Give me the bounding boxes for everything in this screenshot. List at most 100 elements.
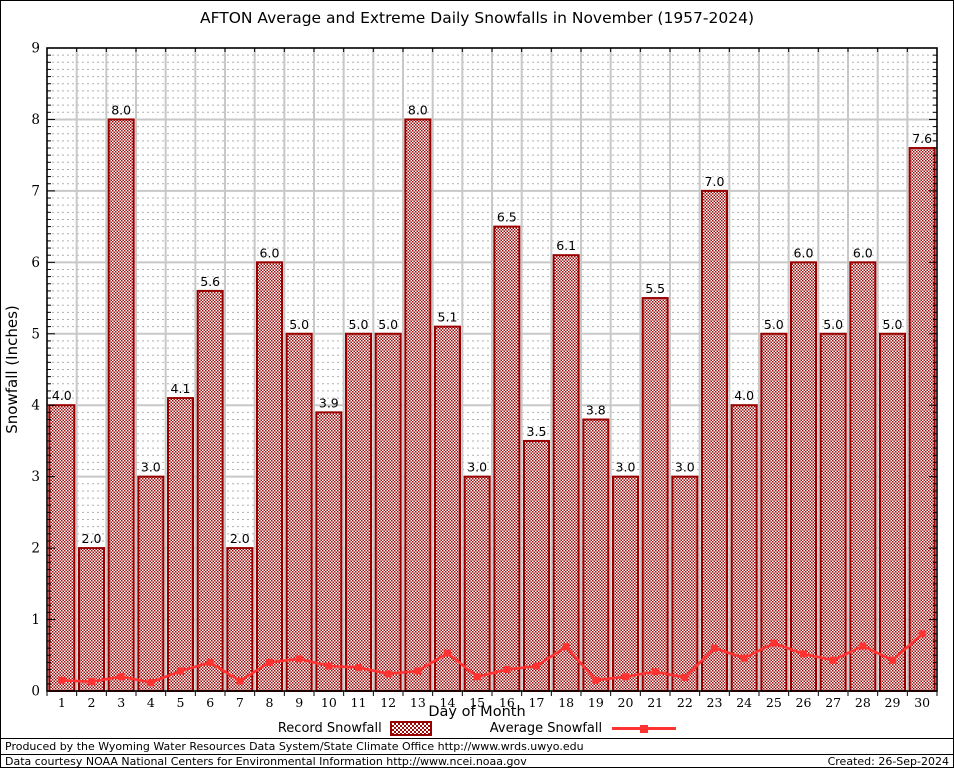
bar-label-day-21: 5.5 (645, 281, 665, 296)
bar-day-25 (760, 332, 788, 692)
bar-day-18 (552, 254, 580, 692)
bar-label-day-29: 5.0 (883, 317, 903, 332)
svg-text:10: 10 (321, 695, 337, 710)
bar-label-day-5: 4.1 (171, 381, 191, 396)
svg-text:1: 1 (31, 612, 40, 628)
bar-label-day-16: 6.5 (497, 210, 517, 225)
bar-day-16 (493, 225, 521, 692)
svg-text:21: 21 (647, 695, 663, 710)
bar-day-27 (819, 332, 847, 692)
svg-text:26: 26 (796, 695, 812, 710)
bar-label-day-10: 3.9 (319, 395, 339, 410)
svg-text:6: 6 (206, 695, 214, 710)
svg-text:9: 9 (31, 41, 40, 57)
legend: Record Snowfall Average Snowfall (1, 721, 953, 736)
bar-day-22 (671, 475, 699, 692)
bar-value-labels: 4.0 2.0 8.0 3.0 4.1 5.6 2.0 6.0 5.0 3.9 5.0 5.0 8.0 5… (52, 102, 932, 546)
svg-text:8: 8 (266, 695, 274, 710)
average-snowfall-line (61, 632, 924, 684)
average-line-marker-icon (612, 724, 677, 733)
bar-label-day-12: 5.0 (378, 317, 398, 332)
bar-day-21 (641, 297, 669, 692)
bar-day-13 (404, 118, 432, 692)
bar-day-19 (582, 418, 610, 692)
svg-text:4: 4 (147, 695, 155, 710)
bar-day-9 (285, 332, 313, 692)
bar-label-day-19: 3.8 (586, 403, 606, 418)
legend-average-label: Average Snowfall (489, 721, 603, 736)
y-tick-labels: 0 1 2 3 4 5 6 7 8 9 (31, 41, 40, 700)
record-snowfall-bars (48, 118, 936, 693)
footer-produced-by: Produced by the Wyoming Water Resources … (1, 739, 953, 755)
major-gridlines (47, 48, 937, 691)
bar-day-30 (908, 147, 936, 692)
bar-day-3 (107, 118, 135, 692)
bar-label-day-14: 5.1 (438, 310, 458, 325)
svg-text:27: 27 (825, 695, 841, 710)
bar-day-29 (879, 332, 906, 692)
x-axis-title: Day of Month (428, 704, 526, 720)
svg-text:12: 12 (380, 695, 396, 710)
footer-created-date: Created: 26-Sep-2024 (827, 755, 949, 768)
svg-text:15: 15 (469, 695, 485, 710)
bar-day-15 (463, 475, 491, 692)
svg-text:23: 23 (707, 695, 723, 710)
bar-label-day-1: 4.0 (52, 388, 72, 403)
bar-day-2 (78, 547, 105, 692)
svg-text:6: 6 (31, 255, 40, 271)
svg-text:19: 19 (588, 695, 604, 710)
svg-text:2: 2 (88, 695, 96, 710)
svg-text:16: 16 (499, 695, 515, 710)
bar-label-day-2: 2.0 (82, 531, 102, 546)
bar-label-day-22: 3.0 (675, 460, 695, 475)
bar-label-day-23: 7.0 (705, 174, 725, 189)
svg-text:4: 4 (31, 398, 40, 414)
bar-day-14 (434, 325, 461, 692)
bar-label-day-24: 4.0 (734, 388, 754, 403)
chart-title: AFTON Average and Extreme Daily Snowfall… (199, 9, 754, 27)
svg-text:30: 30 (914, 695, 930, 710)
svg-text:24: 24 (736, 695, 752, 710)
bar-day-5 (167, 397, 194, 692)
svg-text:7: 7 (236, 695, 244, 710)
bar-label-day-3: 8.0 (111, 102, 131, 117)
bar-label-day-27: 5.0 (823, 317, 843, 332)
bar-label-day-17: 3.5 (527, 424, 547, 439)
svg-text:28: 28 (855, 695, 871, 710)
average-snowfall-markers (58, 630, 926, 686)
footer: Produced by the Wyoming Water Resources … (1, 738, 953, 768)
svg-text:3: 3 (31, 469, 40, 485)
svg-text:18: 18 (558, 695, 574, 710)
bar-day-11 (345, 332, 372, 692)
svg-text:5: 5 (177, 695, 185, 710)
svg-text:25: 25 (766, 695, 782, 710)
bar-label-day-20: 3.0 (616, 460, 636, 475)
svg-text:14: 14 (440, 695, 456, 710)
bar-day-10 (315, 411, 343, 692)
bar-label-day-28: 6.0 (853, 245, 873, 260)
legend-record-label: Record Snowfall (277, 721, 382, 736)
bar-day-8 (256, 261, 283, 692)
bar-day-7 (226, 547, 254, 692)
record-snowfall-swatch-icon (389, 721, 432, 736)
bar-day-24 (730, 404, 758, 692)
bar-label-day-8: 6.0 (260, 245, 280, 260)
bar-day-17 (523, 439, 550, 693)
bar-label-day-4: 3.0 (141, 460, 161, 475)
svg-text:8: 8 (31, 112, 40, 128)
bar-day-28 (849, 261, 877, 692)
chart-canvas: 4.0 2.0 8.0 3.0 4.1 5.6 2.0 6.0 5.0 3.9 5.0 5.0 8.0 5… (3, 41, 938, 710)
svg-text:11: 11 (351, 695, 367, 710)
footer-data-courtesy: Data courtesy NOAA National Centers for … (5, 755, 527, 768)
bar-day-6 (196, 289, 224, 692)
svg-text:17: 17 (529, 695, 545, 710)
y-axis-title: Snowfall (Inches) (3, 305, 21, 433)
svg-text:22: 22 (677, 695, 693, 710)
svg-text:13: 13 (410, 695, 426, 710)
bar-day-4 (137, 475, 165, 692)
bar-day-26 (790, 261, 817, 692)
svg-text:29: 29 (885, 695, 901, 710)
bar-label-day-7: 2.0 (230, 531, 250, 546)
line-marker-square (640, 724, 649, 733)
